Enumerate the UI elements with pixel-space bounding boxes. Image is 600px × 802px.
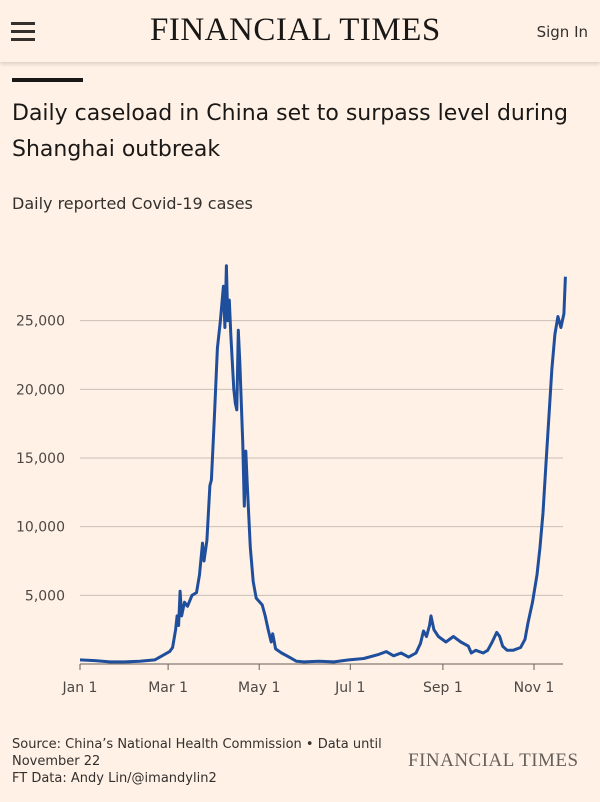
source-text: Source: China’s National Health Commissi…: [12, 737, 382, 769]
x-tick-label: Nov 1: [514, 680, 555, 696]
data-line: [79, 264, 567, 664]
accent-bar: [12, 78, 83, 82]
y-tick-label: 5,000: [25, 588, 65, 604]
y-tick-label: 10,000: [16, 520, 65, 536]
chart: 5,000 10,000 15,000 20,000 25,000 Jan 1 Mar 1 M…: [16, 264, 567, 696]
header: FINANCIAL TIMES Sign In: [0, 0, 600, 62]
chart-subtitle: Daily reported Covid-19 cases: [12, 194, 253, 213]
x-tick-label: Jul 1: [334, 680, 365, 696]
x-tick-label: Jan 1: [62, 680, 98, 696]
credit: FT Data: Andy Lin/@imandylin2: [12, 771, 217, 786]
logo[interactable]: FINANCIAL TIMES: [150, 12, 441, 48]
source: Source: China’s National Health Commissi…: [12, 736, 392, 787]
sign-in[interactable]: Sign In: [536, 23, 588, 41]
chart-title: Daily caseload in China set to surpass l…: [12, 101, 568, 162]
footer-logo: FINANCIAL TIMES: [408, 750, 579, 771]
x-tick-label: May 1: [238, 680, 280, 696]
x-tick-label: Mar 1: [148, 680, 188, 696]
menu-icon[interactable]: [11, 22, 37, 42]
x-tick-label: Sep 1: [423, 680, 463, 696]
y-tick-label: 25,000: [16, 314, 65, 330]
y-tick-label: 20,000: [16, 382, 65, 398]
y-tick-label: 15,000: [16, 451, 65, 467]
